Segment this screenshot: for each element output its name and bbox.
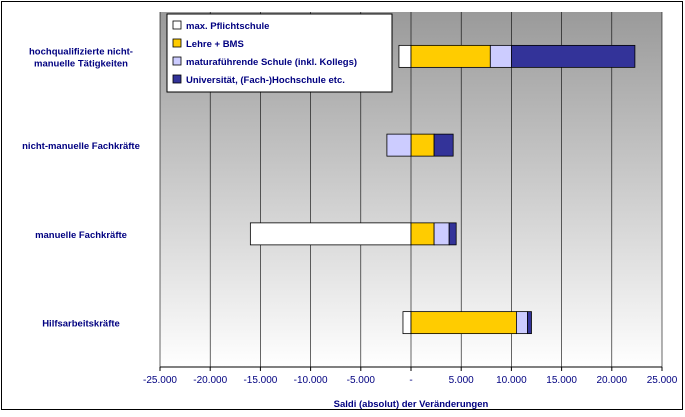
gridlines (159, 12, 663, 367)
category-label: manuelle Tätigkeiten (34, 58, 128, 69)
bar-segment (386, 133, 412, 157)
legend-label: Universität, (Fach-)Hochschule etc. (186, 75, 345, 86)
x-tick-label: 15.000 (546, 375, 577, 386)
legend: max. Pflichtschule Lehre + BMS maturaführe… (166, 13, 393, 93)
bar-segment (433, 222, 450, 246)
bar-segment (510, 44, 636, 68)
x-tick-label: -10.000 (294, 375, 328, 386)
legend-swatch (172, 20, 182, 30)
category-label: Hilfsarbeitskräfte (42, 319, 120, 330)
bar-segment (410, 311, 517, 335)
legend-label: max. Pflichtschule (186, 21, 269, 32)
x-tick-label: - (409, 375, 412, 386)
x-axis: -25.000 -20.000 -15.000 -10.000 -5.000-5.000… (143, 366, 678, 386)
bar-segment (410, 222, 435, 246)
bar-segment (410, 133, 435, 157)
bar-segment (249, 222, 412, 246)
bar-segment (516, 311, 528, 335)
bar-segment (402, 311, 412, 335)
legend-label: Lehre + BMS (186, 39, 244, 50)
legend-swatch (172, 74, 182, 84)
x-tick-label: -25.000 (143, 375, 177, 386)
bar-segment (527, 311, 532, 335)
category-label: nicht-manuelle Fachkräfte (22, 141, 140, 152)
x-tick-label: -5.000 (347, 375, 376, 386)
x-tick-label: -15.000 (243, 375, 277, 386)
legend-swatch (172, 38, 182, 48)
bar-segment (410, 44, 491, 68)
x-tick-label: -20.000 (193, 375, 227, 386)
bars (249, 44, 636, 335)
x-axis-title: Saldi (absolut) der Veränderungen (334, 399, 489, 410)
x-tick-label: 25.000 (647, 375, 678, 386)
bar-segment (489, 44, 512, 68)
bar-segment (433, 133, 454, 157)
x-tick-label: 10.000 (496, 375, 527, 386)
x-tick-label: 5.000 (449, 375, 474, 386)
category-labels: hochqualifizierte nicht-manuelle Tätigke… (22, 46, 140, 329)
legend-swatch (172, 56, 182, 66)
bar-segment (398, 44, 412, 68)
legend-label: maturaführende Schule (inkl. Kollegs) (186, 57, 357, 68)
legend-box (166, 13, 393, 93)
x-tick-label: 20.000 (597, 375, 628, 386)
category-label: hochqualifizierte nicht- (29, 46, 133, 57)
bar-segment (448, 222, 457, 246)
category-label: manuelle Fachkräfte (35, 230, 127, 241)
